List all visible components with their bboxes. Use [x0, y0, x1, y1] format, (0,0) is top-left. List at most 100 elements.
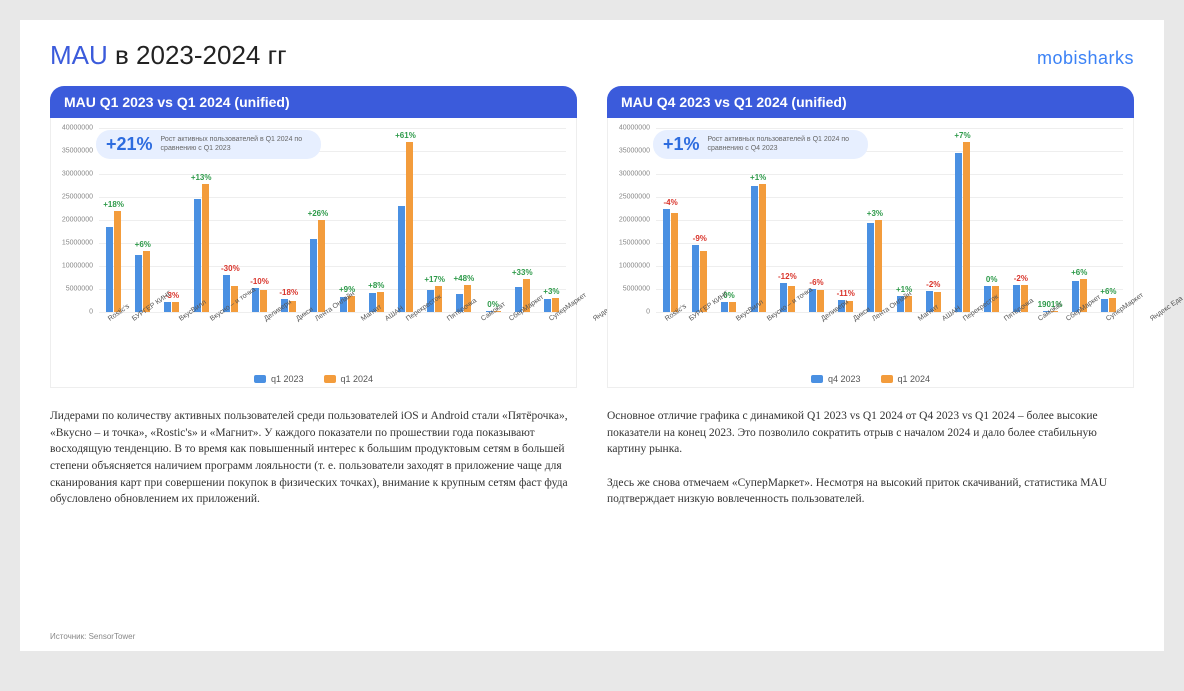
pct-label: +8%	[368, 281, 384, 292]
chart-card: +1% Рост активных пользователей в Q1 2024…	[607, 118, 1134, 388]
pct-label: +3%	[867, 209, 883, 220]
legend-item: q1 2024	[881, 374, 931, 384]
bar-series-a	[955, 153, 962, 312]
growth-pct: +21%	[106, 134, 153, 155]
category: -2%	[1006, 128, 1035, 312]
legend-swatch	[811, 375, 823, 383]
bar-series-a	[867, 223, 874, 312]
category: +48%	[449, 128, 478, 312]
growth-text: Рост активных пользователей в Q1 2024 по…	[708, 136, 858, 153]
y-tick: 5000000	[623, 286, 650, 293]
panel-description: Лидерами по количеству активных пользова…	[50, 408, 577, 508]
pct-label: -30%	[221, 264, 240, 275]
chart-card: +21% Рост активных пользователей в Q1 202…	[50, 118, 577, 388]
pct-label: -4%	[663, 198, 677, 209]
category: +33%	[508, 128, 537, 312]
category: 1901%	[1035, 128, 1064, 312]
bar-series-a	[692, 245, 699, 312]
pct-label: +3%	[543, 287, 559, 298]
category: -2%	[919, 128, 948, 312]
source-label: Источник: SensorTower	[50, 632, 135, 641]
bar-pair: +6%	[1072, 128, 1087, 312]
growth-badge: +1%Рост активных пользователей в Q1 2024…	[653, 130, 868, 159]
y-tick: 0	[646, 309, 650, 316]
bar-series-b	[963, 142, 970, 312]
pct-label: -9%	[693, 234, 707, 245]
legend-item: q4 2023	[811, 374, 861, 384]
x-labels: Rostic'sБУРГЕР КИНГВкусВиллВкусно – и то…	[656, 312, 1123, 367]
chart-panel: MAU Q4 2023 vs Q1 2024 (unified)+1%Рост …	[607, 86, 1134, 508]
y-tick: 20000000	[619, 217, 650, 224]
legend-label: q1 2024	[341, 374, 374, 384]
legend-swatch	[254, 375, 266, 383]
y-tick: 10000000	[62, 263, 93, 270]
bar-pair: +61%	[398, 128, 413, 312]
bar-pair: +17%	[427, 128, 442, 312]
bar-pair: +3%	[867, 128, 882, 312]
page-title: MAU в 2023-2024 гг	[50, 40, 287, 71]
pct-label: 0%	[986, 275, 998, 286]
bar-series-a	[194, 199, 201, 312]
legend-item: q1 2024	[324, 374, 374, 384]
bar-pair: +1%	[897, 128, 912, 312]
y-tick: 25000000	[62, 194, 93, 201]
y-tick: 35000000	[619, 148, 650, 155]
category: +17%	[420, 128, 449, 312]
bar-pair: -2%	[1013, 128, 1028, 312]
y-tick: 25000000	[619, 194, 650, 201]
category: +1%	[890, 128, 919, 312]
bar-pair: +9%	[340, 128, 355, 312]
bar-pair: +7%	[955, 128, 970, 312]
slide: MAU в 2023-2024 гг mobisharks MAU Q1 202…	[20, 20, 1164, 651]
bar-series-b	[202, 184, 209, 312]
y-tick: 15000000	[62, 240, 93, 247]
category: +3%	[537, 128, 566, 312]
legend: q1 2023 q1 2024	[51, 374, 576, 384]
legend-label: q4 2023	[828, 374, 861, 384]
bar-series-b	[318, 220, 325, 312]
y-axis: 0500000010000000150000002000000025000000…	[51, 128, 96, 312]
bar-pair: +8%	[369, 128, 384, 312]
legend-label: q1 2024	[898, 374, 931, 384]
pct-label: +6%	[1100, 287, 1116, 298]
bar-series-b	[406, 142, 413, 312]
bar-series-b	[671, 213, 678, 312]
y-tick: 40000000	[62, 125, 93, 132]
pct-label: +18%	[103, 200, 124, 211]
pct-label: +26%	[308, 209, 329, 220]
bar-pair: +6%	[1101, 128, 1116, 312]
panels-row: MAU Q1 2023 vs Q1 2024 (unified) +21% Рост…	[50, 86, 1134, 508]
legend-label: q1 2023	[271, 374, 304, 384]
growth-text: Рост активных пользователей в Q1 2024 по…	[161, 136, 311, 153]
y-tick: 20000000	[62, 217, 93, 224]
bar-pair: 0%	[984, 128, 999, 312]
y-tick: 35000000	[62, 148, 93, 155]
pct-label: +6%	[135, 240, 151, 251]
pct-label: -12%	[778, 272, 797, 283]
panel-header: MAU Q1 2023 vs Q1 2024 (unified)	[50, 86, 577, 118]
pct-label: +1%	[750, 173, 766, 184]
bar-pair: 0%	[486, 128, 501, 312]
category: 0%	[977, 128, 1006, 312]
y-tick: 10000000	[619, 263, 650, 270]
category: +61%	[391, 128, 420, 312]
pct-label: -2%	[926, 280, 940, 291]
pct-label: -2%	[1014, 274, 1028, 285]
pct-label: +48%	[454, 274, 475, 285]
y-tick: 40000000	[619, 125, 650, 132]
bar-pair: +3%	[544, 128, 559, 312]
title-highlight: MAU	[50, 40, 108, 70]
bar-series-a	[135, 255, 142, 313]
bar-pair: 1901%	[1043, 128, 1058, 312]
bar-pair: -2%	[926, 128, 941, 312]
growth-badge: +21% Рост активных пользователей в Q1 202…	[96, 130, 321, 159]
y-tick: 30000000	[62, 171, 93, 178]
category: +6%	[1094, 128, 1123, 312]
bar-series-a	[398, 206, 405, 312]
legend-swatch	[881, 375, 893, 383]
y-tick: 5000000	[66, 286, 93, 293]
category: +6%	[1065, 128, 1094, 312]
x-labels: Rostic'sБУРГЕР КИНГВкусВиллВкусно – и то…	[99, 312, 566, 367]
pct-label: +6%	[1071, 268, 1087, 279]
category: +8%	[362, 128, 391, 312]
